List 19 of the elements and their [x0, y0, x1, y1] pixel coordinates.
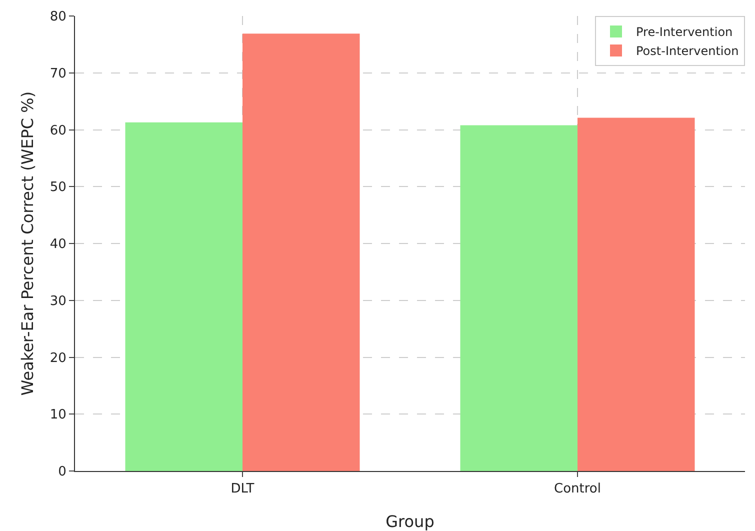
y-tick-label: 0: [58, 464, 66, 480]
bar: [125, 122, 242, 471]
legend-label: Pre-Intervention: [636, 25, 733, 40]
bar: [242, 34, 360, 471]
bar: [460, 125, 578, 471]
legend-label: Post-Intervention: [636, 44, 739, 58]
x-tick-label: Control: [554, 482, 601, 497]
y-axis-title: Weaker-Ear Percent Correct (WEPC %): [18, 91, 37, 396]
y-tick-label: 30: [50, 294, 66, 309]
y-tick-label: 10: [50, 408, 66, 423]
x-axis-title: Group: [386, 512, 434, 531]
bar: [578, 118, 695, 471]
y-tick-label: 70: [50, 66, 66, 82]
y-tick-label: 50: [50, 180, 66, 196]
y-tick-label: 60: [50, 123, 66, 138]
y-tick-label: 40: [50, 237, 66, 252]
y-tick-label: 20: [50, 350, 66, 366]
y-tick-label: 80: [50, 10, 66, 25]
x-tick-label: DLT: [230, 482, 254, 497]
